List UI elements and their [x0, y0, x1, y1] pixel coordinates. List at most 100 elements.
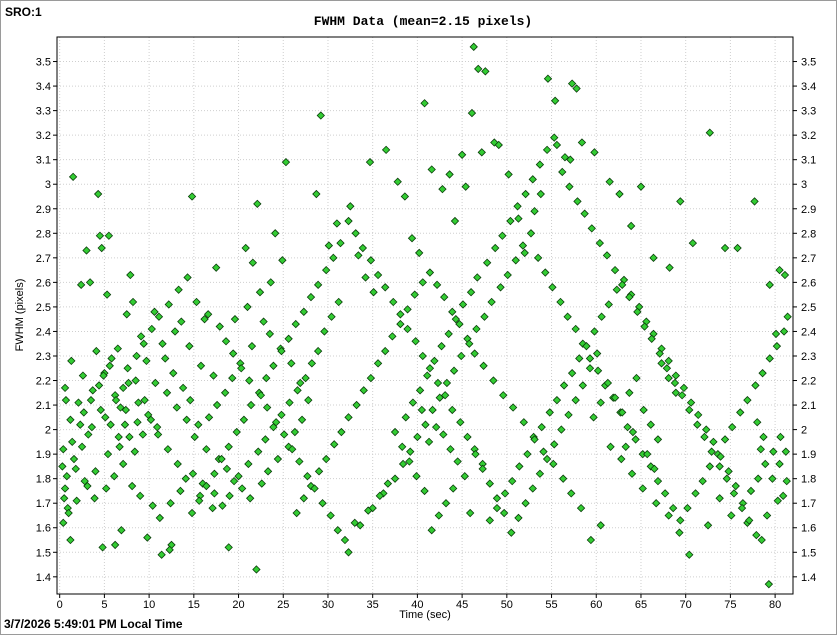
data-point-0-551: [310, 484, 319, 493]
data-point-0-232: [617, 454, 626, 464]
data-point-0-288: [480, 312, 489, 321]
data-point-0-137: [127, 481, 137, 491]
data-point-0-519: [756, 445, 765, 454]
data-point-0-493: [585, 364, 595, 373]
data-point-0-156: [301, 373, 310, 383]
data-point-0-436: [466, 288, 476, 297]
data-point-0-324: [751, 381, 760, 390]
data-point-0-338: [716, 452, 725, 461]
data-point-0-323: [743, 395, 752, 405]
timestamp-label: 3/7/2026 5:49:01 PM Local Time: [4, 617, 183, 631]
data-point-0-471: [729, 489, 739, 498]
data-point-0-256: [403, 305, 412, 314]
data-point-0-322: [736, 408, 745, 417]
x-tick-label-7: 35: [367, 599, 379, 611]
data-point-0-455: [610, 265, 620, 275]
y-tick-label-right-19: 3.3: [801, 106, 816, 118]
data-point-0-211: [688, 238, 698, 248]
data-point-0-163: [312, 189, 321, 199]
data-point-0-545: [262, 403, 272, 412]
data-point-0-484: [589, 413, 598, 422]
data-point-0-122: [115, 442, 124, 451]
data-point-0-41: [177, 317, 186, 326]
data-point-0-508: [478, 464, 487, 474]
data-point-0-139: [148, 501, 157, 510]
data-point-0-284: [449, 366, 459, 375]
data-point-0-166: [346, 202, 355, 211]
data-point-0-465: [685, 405, 694, 415]
data-point-0-540: [221, 337, 231, 346]
data-point-0-173: [400, 192, 410, 201]
data-point-0-511: [775, 459, 784, 469]
data-point-0-343: [679, 383, 689, 393]
data-point-0-300: [571, 324, 580, 334]
data-point-0-428: [408, 398, 418, 407]
data-point-0-414: [446, 445, 455, 454]
data-point-0-252: [432, 280, 442, 289]
data-point-0-228: [664, 511, 673, 520]
data-point-0-491: [671, 388, 681, 397]
data-point-0-523: [99, 371, 108, 380]
data-point-0-407: [202, 481, 211, 491]
data-point-0-196: [550, 96, 560, 105]
data-point-0-64: [163, 445, 173, 454]
data-point-0-28: [165, 545, 174, 554]
data-point-0-190: [504, 170, 513, 179]
data-point-0-485: [628, 427, 638, 437]
data-point-0-155: [293, 386, 302, 395]
data-point-0-247: [470, 349, 479, 358]
data-point-0-5: [97, 243, 106, 253]
y-tick-label-right-7: 2.1: [801, 400, 816, 412]
data-point-0-215: [750, 197, 759, 206]
data-point-0-525: [116, 403, 125, 412]
data-point-0-170: [365, 157, 375, 167]
data-point-0-496: [564, 410, 573, 420]
data-point-0-358: [567, 368, 577, 378]
data-point-0-74: [71, 464, 80, 474]
data-point-0-468: [707, 447, 716, 456]
data-point-0-220: [764, 580, 774, 589]
data-point-0-272: [344, 548, 353, 557]
data-point-0-168: [361, 273, 370, 282]
data-point-0-325: [758, 368, 767, 378]
data-point-0-188: [490, 138, 499, 147]
data-point-0-133: [91, 467, 100, 476]
data-point-0-128: [62, 472, 72, 481]
data-point-0-238: [559, 474, 568, 483]
y-tick-label-right-5: 1.9: [801, 449, 816, 461]
data-point-0-405: [217, 454, 226, 464]
y-tick-label-right-13: 2.7: [801, 253, 816, 265]
data-point-0-408: [195, 496, 204, 505]
data-point-0-75: [68, 437, 77, 447]
data-point-0-384: [373, 270, 383, 280]
data-point-0-176: [420, 99, 429, 108]
data-point-0-470: [722, 474, 731, 483]
y-tick-label-right-17: 3.1: [801, 155, 816, 167]
data-point-0-372: [463, 432, 472, 442]
data-point-0-3: [95, 231, 105, 240]
data-point-0-260: [373, 359, 383, 368]
data-point-0-477: [625, 388, 634, 397]
data-point-0-420: [427, 526, 436, 535]
data-point-0-136: [120, 420, 130, 429]
data-point-0-8: [76, 280, 86, 289]
data-point-0-44: [209, 371, 218, 380]
data-point-0-126: [77, 442, 87, 451]
y-tick-label-right-15: 2.9: [801, 204, 816, 216]
data-point-0-457: [625, 292, 634, 302]
data-point-0-96: [263, 467, 273, 476]
data-point-0-118: [151, 378, 160, 388]
data-point-0-21: [66, 535, 75, 545]
data-point-0-130: [64, 508, 73, 518]
data-point-0-94: [246, 494, 255, 503]
data-point-0-380: [403, 324, 412, 334]
data-point-0-12: [66, 415, 75, 424]
data-point-0-251: [440, 292, 449, 302]
data-point-0-287: [472, 324, 481, 334]
data-point-0-83: [144, 410, 153, 420]
data-point-0-121: [125, 432, 134, 442]
data-point-0-149: [244, 459, 253, 469]
data-point-0-132: [83, 481, 92, 491]
data-point-0-145: [210, 489, 219, 498]
